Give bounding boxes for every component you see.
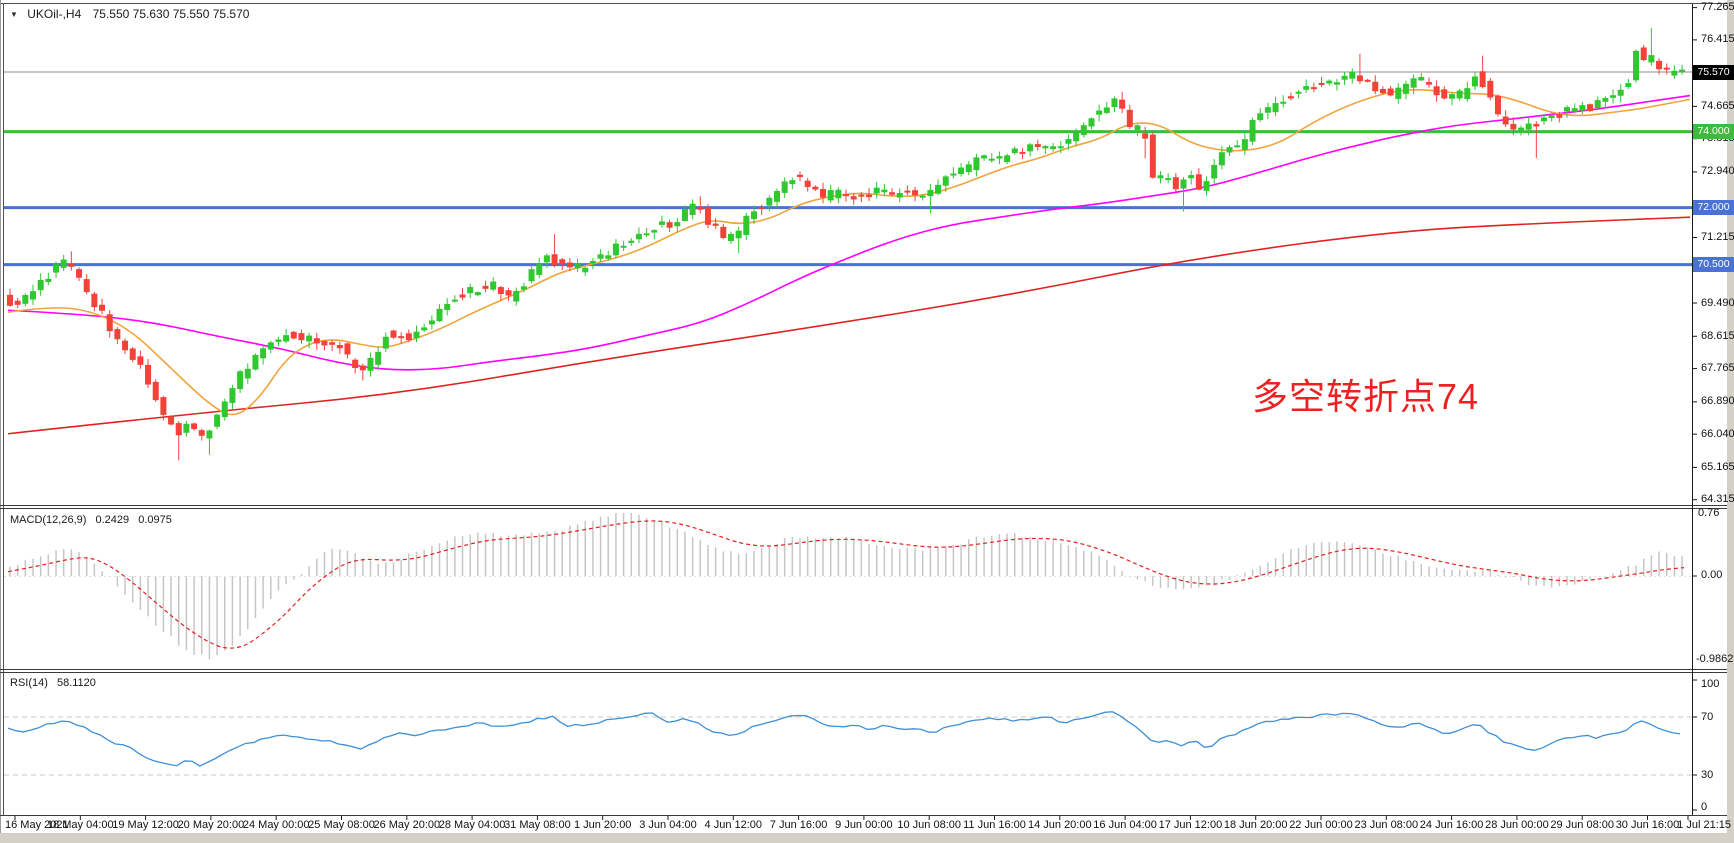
macd-axis-max: 0.76 [1698,506,1720,519]
time-tick-label: 23 Jun 08:00 [1354,819,1419,831]
time-tick-label: 22 Jun 00:00 [1289,819,1353,831]
time-tick-label: 4 Jun 12:00 [704,819,763,831]
ma-slow-red-line [7,216,1691,435]
price-badge-74.000: 74.000 [1693,124,1734,140]
macd-axis-min: -0.9862 [1696,652,1734,665]
rsi-name: RSI(14) [10,677,48,689]
price-tick-label: 77.265 [1701,1,1734,14]
price-tick-label: 66.040 [1701,427,1734,440]
time-tick-label: 19 May 12:00 [112,819,179,831]
chart-title: ▼ UKOil-,H4 75.550 75.630 75.550 75.570 [10,7,249,21]
price-tick-label: 64.315 [1701,493,1734,506]
time-tick-label: 30 Jun 16:00 [1615,819,1680,831]
ohlc-readout: 75.550 75.630 75.550 75.570 [92,7,250,21]
price-badge-70.500: 70.500 [1693,257,1734,273]
rsi-line [7,711,1681,767]
price-tick-label: 76.415 [1701,33,1734,46]
symbol-period-label: UKOil-,H4 [27,7,82,21]
right-strip [1727,0,1734,843]
rsi-label: RSI(14) 58.1120 [10,677,102,689]
time-tick-label: 20 May 20:00 [177,819,245,831]
macd-signal-line [7,520,1685,649]
price-tick-label: 69.490 [1701,296,1734,309]
time-tick-label: 28 Jun 00:00 [1485,819,1549,831]
price-tick-label: 74.665 [1701,99,1734,112]
macd-main-value: 0.2429 [95,514,130,526]
rsi-axis-30: 30 [1701,769,1714,781]
time-tick-label: 24 May 00:00 [242,819,310,831]
time-tick-label: 17 Jun 12:00 [1158,819,1223,831]
time-tick-label: 31 May 08:00 [504,819,571,831]
time-tick-label: 1 Jun 20:00 [573,819,632,831]
rsi-axis-0: 0 [1701,801,1708,813]
time-tick-label: 24 Jun 16:00 [1419,819,1484,831]
time-tick-label: 9 Jun 00:00 [835,819,893,831]
price-tick-label: 72.940 [1701,165,1734,178]
time-tick-label: 16 Jun 04:00 [1093,819,1157,831]
macd-signal-value: 0.0975 [138,514,172,526]
price-badge-72.000: 72.000 [1693,200,1734,216]
rsi-axis-70: 70 [1701,711,1714,723]
price-tick-label: 71.215 [1701,230,1734,243]
time-tick-label: 14 Jun 20:00 [1027,819,1092,831]
macd-axis-zero: 0.00 [1701,569,1723,581]
macd-label: MACD(12,26,9) 0.2429 0.0975 [10,514,178,526]
time-tick-label: 11 Jun 16:00 [963,819,1026,831]
price-tick-label: 66.890 [1701,395,1734,408]
time-tick-label: 10 Jun 08:00 [897,819,961,831]
price-tick-label: 65.165 [1701,460,1734,473]
time-tick-label: 16 May 2021 [5,819,69,831]
candles [7,27,1686,461]
time-tick-label: 18 May 04:00 [46,819,114,831]
time-tick-label: 26 May 20:00 [373,819,441,831]
macd-histogram [9,512,1683,660]
rsi-axis-100: 100 [1701,678,1720,690]
price-tick-label: 67.765 [1701,362,1734,375]
bottom-strip [0,833,1734,843]
price-tick-label: 68.615 [1701,329,1734,342]
time-tick-label: 18 Jun 20:00 [1223,819,1288,831]
rsi-value: 58.1120 [56,677,96,689]
price-badge-75.570: 75.570 [1693,64,1734,80]
time-tick-label: 29 Jun 08:00 [1550,819,1614,831]
macd-name: MACD(12,26,9) [10,514,87,526]
time-tick-label: 7 Jun 16:00 [769,819,828,831]
time-tick-label: 25 May 08:00 [308,819,375,831]
time-tick-label: 28 May 04:00 [438,819,506,831]
trade-annotation-text: 多空转折点74 [1252,376,1480,417]
time-tick-label: 3 Jun 04:00 [639,819,697,831]
time-tick-label: 1 Jul 21:15 [1677,819,1731,831]
chart-dropdown-icon[interactable]: ▼ [10,10,18,19]
